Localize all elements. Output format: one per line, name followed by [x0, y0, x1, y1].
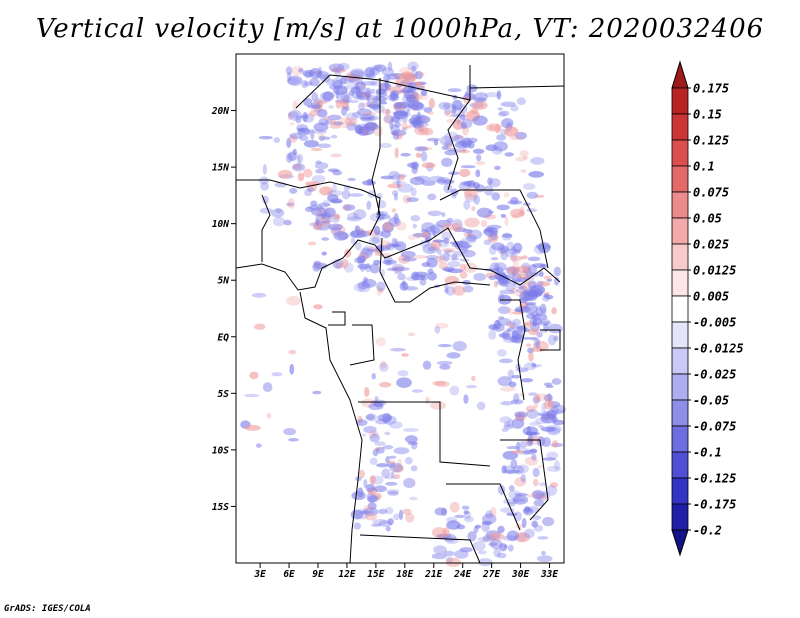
colorbar-label: -0.075: [693, 420, 736, 434]
colorbar-swatch: [671, 451, 689, 479]
colorbar-label: 0.15: [693, 108, 722, 122]
colorbar-swatch: [671, 243, 689, 271]
colorbar-label: -0.05: [693, 394, 729, 408]
colorbar-swatch: [671, 217, 689, 245]
colorbar-label: -0.1: [693, 446, 722, 460]
chart-title: Vertical velocity [m/s] at 1000hPa, VT: …: [35, 14, 765, 44]
colorbar-swatch: [671, 191, 689, 219]
x-tick-label: 12E: [338, 569, 355, 580]
colorbar-swatch: [671, 269, 689, 297]
x-tick-label: 33E: [540, 569, 558, 580]
colorbar-swatch: [671, 373, 689, 401]
country-borders: [235, 65, 565, 564]
colorbar-label: -0.0125: [693, 342, 744, 356]
colorbar-bottom-arrow: [671, 529, 689, 557]
colorbar-label: -0.005: [693, 316, 736, 330]
colorbar-swatch: [671, 321, 689, 349]
colorbar-swatch: [671, 503, 689, 531]
y-tick-label: 15S: [212, 502, 229, 513]
x-tick-label: 30E: [511, 569, 529, 580]
colorbar-label: 0.05: [693, 212, 722, 226]
colorbar-label: 0.005: [693, 290, 729, 304]
y-tick-label: 5N: [218, 276, 230, 287]
x-tick-label: 3E: [253, 569, 266, 580]
y-tick-label: 10N: [212, 219, 229, 230]
plot-frame: [235, 53, 565, 564]
y-tick-label: 20N: [211, 106, 229, 117]
x-tick-label: 21E: [424, 569, 442, 580]
colorbar-swatch: [671, 113, 689, 141]
y-tick-label: 10S: [212, 445, 229, 456]
colorbar-label: -0.025: [693, 368, 736, 382]
colorbar-label: -0.125: [693, 472, 736, 486]
colorbar-top-arrow: [671, 60, 689, 89]
x-tick-label: 6E: [283, 569, 295, 580]
grads-credit: GrADS: IGES/COLA: [4, 604, 91, 614]
colorbar-swatch: [671, 139, 689, 167]
velocity-field: [240, 61, 566, 567]
colorbar-swatch: [671, 165, 689, 193]
colorbar-swatch: [671, 87, 689, 115]
colorbar-swatch: [671, 399, 689, 427]
colorbar-swatch: [671, 347, 689, 375]
y-tick-label: 15N: [212, 163, 229, 174]
y-tick-label: 5S: [218, 389, 230, 400]
colorbar-swatch: [671, 425, 689, 453]
colorbar-label: 0.1: [693, 160, 715, 174]
colorbar-swatch: [671, 477, 689, 505]
x-tick-label: 15E: [367, 569, 384, 580]
x-tick-label: 9E: [312, 569, 324, 580]
colorbar-label: 0.025: [693, 238, 729, 252]
x-tick-label: 18E: [396, 569, 413, 580]
colorbar-label: 0.0125: [693, 264, 736, 278]
colorbar-label: 0.075: [693, 186, 729, 200]
colorbar-label: -0.2: [693, 524, 722, 538]
colorbar-label: 0.125: [693, 134, 729, 148]
x-tick-label: 24E: [453, 569, 471, 580]
x-tick-label: 27E: [482, 569, 500, 580]
colorbar-label: 0.175: [693, 82, 729, 96]
colorbar-swatch: [671, 295, 689, 323]
colorbar-label: -0.175: [693, 498, 736, 512]
y-tick-label: EQ: [218, 332, 230, 343]
